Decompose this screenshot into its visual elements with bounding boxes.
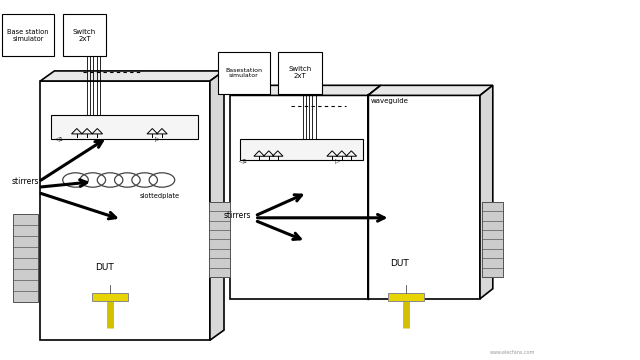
Text: $\triangleleft$1: $\triangleleft$1 <box>54 135 65 144</box>
Polygon shape <box>40 71 224 81</box>
Bar <box>368 95 480 299</box>
Text: www.elecfans.com: www.elecfans.com <box>490 350 534 355</box>
Text: slottedplate: slottedplate <box>140 193 180 199</box>
Text: Basestation
simulator: Basestation simulator <box>225 68 262 78</box>
Text: DUT: DUT <box>390 260 409 269</box>
Polygon shape <box>210 71 224 340</box>
Bar <box>63 14 106 56</box>
Bar <box>278 52 322 94</box>
Bar <box>240 139 363 160</box>
Text: stirrers: stirrers <box>223 211 251 220</box>
Bar <box>482 202 503 277</box>
Bar <box>209 202 230 277</box>
Text: $\triangleright$: $\triangleright$ <box>334 157 341 166</box>
Bar <box>388 293 424 301</box>
Polygon shape <box>230 85 381 95</box>
Text: $\triangleright$: $\triangleright$ <box>154 135 161 144</box>
Polygon shape <box>368 85 381 299</box>
Bar <box>2 14 54 56</box>
Text: $\triangleleft$1: $\triangleleft$1 <box>238 157 248 166</box>
Bar <box>230 95 368 299</box>
Polygon shape <box>368 85 493 95</box>
Text: Switch
2xT: Switch 2xT <box>73 28 96 42</box>
Bar <box>92 293 128 301</box>
Bar <box>218 52 270 94</box>
Bar <box>13 214 38 302</box>
Text: stirrers: stirrers <box>12 177 39 186</box>
Bar <box>51 115 198 139</box>
Text: DUT: DUT <box>95 263 113 272</box>
Text: waveguide: waveguide <box>371 98 409 104</box>
Text: Switch
2xT: Switch 2xT <box>289 66 312 80</box>
Text: Base station
simulator: Base station simulator <box>8 28 49 42</box>
Polygon shape <box>480 85 493 299</box>
Bar <box>40 81 210 340</box>
